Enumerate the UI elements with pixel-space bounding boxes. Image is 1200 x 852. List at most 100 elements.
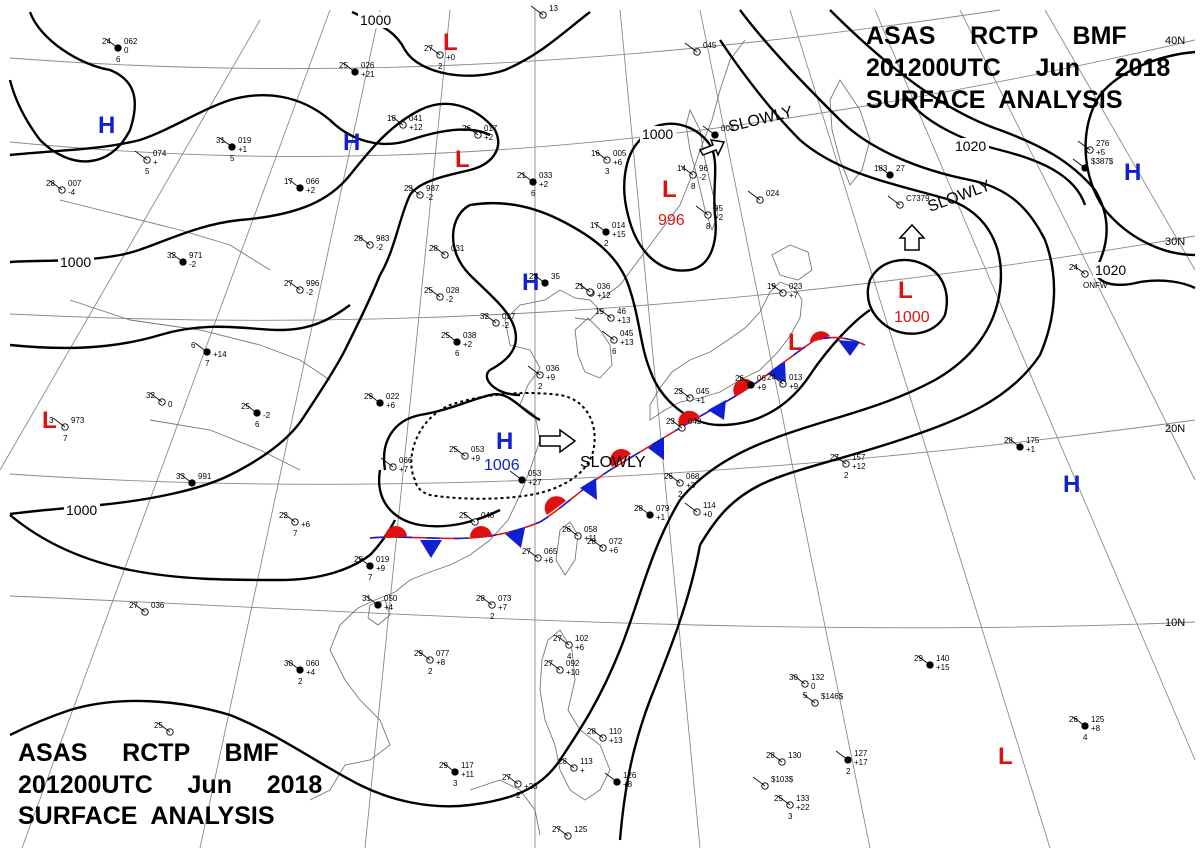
station-pressure: 053 xyxy=(528,469,542,478)
station-plot: 32 971-2 xyxy=(167,251,203,269)
wind-barb-icon xyxy=(287,178,301,189)
station-temperature: 24 xyxy=(767,373,776,382)
station-plot: 114+0 xyxy=(684,501,716,519)
station-tendency: +15 xyxy=(612,230,626,239)
station-weather: 3 xyxy=(605,167,610,176)
high-pressure-center: H xyxy=(1063,471,1080,498)
station-weather: 3 xyxy=(788,812,793,821)
station-tendency: +11 xyxy=(584,534,598,543)
wind-barb-icon xyxy=(667,473,681,484)
station-tendency: +9 xyxy=(789,382,799,391)
header-line: 201200UTC Jun 2018 xyxy=(18,771,322,799)
station-plot: 045+136 xyxy=(601,329,634,356)
low-pressure-value: 996 xyxy=(658,212,685,229)
wind-barb-icon xyxy=(695,205,709,216)
station-temperature: 32 xyxy=(146,391,155,400)
station-plot: 045 xyxy=(684,41,717,56)
wind-barb-icon xyxy=(802,693,816,704)
station-pressure: 026 xyxy=(361,61,375,70)
isobar xyxy=(9,274,382,516)
cold-front-symbol xyxy=(838,340,860,356)
station-pressure: 114 xyxy=(703,501,716,510)
station-plot: 28 031 xyxy=(429,244,465,259)
station-plot: 25 026+21 xyxy=(339,61,375,79)
station-plot: 25 -26 xyxy=(241,402,271,429)
station-temperature: 26 xyxy=(664,472,673,481)
station-pressure: 996 xyxy=(306,279,320,288)
station-plot: $387$ xyxy=(1072,157,1114,172)
isobar xyxy=(9,499,682,808)
station-temperature: 28 xyxy=(766,751,775,760)
station-temperature: 17 xyxy=(284,177,293,186)
warm-front-symbol xyxy=(470,526,492,537)
station-tendency: +23 xyxy=(524,782,538,791)
station-pressure: 058 xyxy=(584,525,598,534)
wind-barb-icon xyxy=(427,287,441,298)
station-tendency: +10 xyxy=(566,668,580,677)
station-tendency: +7 xyxy=(789,291,799,300)
station-plot: 29 022+6 xyxy=(364,392,400,410)
station-temperature: 21 xyxy=(517,171,526,180)
isobar xyxy=(8,11,137,163)
isobar-label-bg xyxy=(1093,262,1129,278)
station-pressure: 050 xyxy=(384,594,398,603)
station-pressure: 117 xyxy=(461,761,474,770)
station-plot: 25 133+223 xyxy=(774,794,810,821)
cold-front-symbol xyxy=(420,540,442,558)
wind-barb-icon xyxy=(357,235,371,246)
wind-barb-icon xyxy=(556,635,570,646)
station-pressure: 276 xyxy=(1096,139,1110,148)
station-temperature: 30 xyxy=(284,659,293,668)
station-plot: 26 125+84 xyxy=(1069,715,1105,742)
station-temperature: 6 xyxy=(191,341,196,350)
station-weather: 7 xyxy=(63,434,68,443)
wind-barb-icon xyxy=(390,115,404,126)
isobars xyxy=(8,9,1196,841)
cold-front-symbol xyxy=(768,362,786,384)
wind-barb-icon xyxy=(509,470,523,481)
low-pressure-center: L xyxy=(898,277,913,304)
wind-barb-icon xyxy=(594,150,608,161)
coastline-borneo xyxy=(469,779,541,836)
meridian-line xyxy=(699,9,871,849)
station-tendency: +2 xyxy=(484,133,494,142)
station-plot: 28 110+13 xyxy=(587,727,623,745)
meridian-line xyxy=(874,9,1196,761)
station-plot: 074+5 xyxy=(134,149,167,176)
station-weather: 2 xyxy=(844,471,849,480)
movement-label: SLOWLY xyxy=(580,454,646,471)
station-temperature: 32 xyxy=(167,251,176,260)
wind-barb-icon xyxy=(833,454,847,465)
grid-lines xyxy=(0,9,1196,849)
station-pressure: 066 xyxy=(306,177,320,186)
coastline-philippines xyxy=(539,629,611,801)
movement-labels: SLOWLY SLOWLY SLOWLY xyxy=(580,103,993,471)
isobar xyxy=(9,304,351,350)
low-pressure-center: L xyxy=(42,407,57,434)
station-weather: 7 xyxy=(205,359,210,368)
station-plot: 3013205 xyxy=(789,673,825,700)
wind-barb-icon xyxy=(367,393,381,404)
station-weather: 7 xyxy=(293,529,298,538)
isobar-label-bg xyxy=(358,12,392,28)
coastline-taiwan xyxy=(555,521,579,576)
station-temperature: 25 xyxy=(154,721,163,730)
station-pressure: 092 xyxy=(566,659,580,668)
station-plot: $103$ xyxy=(752,775,794,790)
wind-barb-icon xyxy=(483,313,497,324)
station-temperature: 29 xyxy=(414,649,423,658)
station-plot: 23 042 xyxy=(666,417,702,432)
wind-barb-icon xyxy=(684,502,698,513)
station-pressure: 46 xyxy=(617,307,626,316)
station-pressure: 13 xyxy=(549,4,558,13)
station-plot: 32 017-2 xyxy=(480,312,516,330)
station-temperature: 28 xyxy=(476,594,485,603)
station-plot: 30 060+42 xyxy=(284,659,320,686)
station-plot: 27 102+64 xyxy=(553,634,589,661)
movement-arrows xyxy=(539,139,926,454)
station-tendency: +9 xyxy=(471,454,481,463)
station-plot: 28 983-2 xyxy=(354,234,390,252)
